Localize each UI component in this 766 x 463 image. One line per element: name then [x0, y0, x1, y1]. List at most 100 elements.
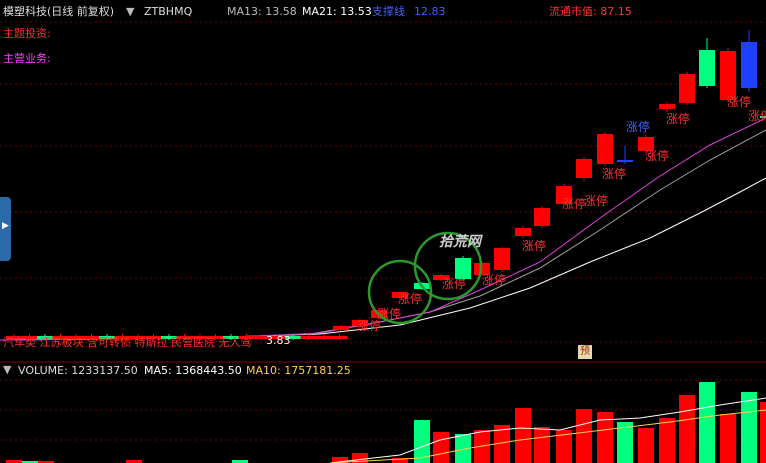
limit-up-label: 涨停	[727, 94, 751, 109]
candle-body	[68, 336, 84, 339]
candle-body	[21, 336, 38, 339]
candle-body	[130, 336, 146, 339]
volume-bar	[617, 422, 633, 463]
business-label: 主营业务:	[3, 52, 51, 65]
candle-body	[333, 326, 349, 330]
volume-bar	[597, 412, 613, 463]
candle-body	[699, 50, 715, 86]
volume-bar	[699, 382, 715, 463]
volume-bar	[22, 461, 38, 463]
volume-bar	[433, 432, 449, 463]
stock-title: 模塑科技(日线 前复权)	[3, 5, 115, 18]
volume-bar	[352, 453, 368, 463]
candle-body	[145, 336, 162, 339]
candle-body	[37, 336, 53, 339]
volume-title: VOLUME: 1233137.50	[18, 364, 138, 377]
volume-bar	[741, 392, 757, 463]
candle-body	[494, 248, 510, 270]
candle-body	[597, 134, 613, 164]
candle-body	[331, 336, 348, 339]
limit-up-label: 涨停	[562, 196, 586, 211]
support-value: 12.83	[414, 5, 446, 18]
volume-ma5: MA5: 1368443.50	[144, 364, 242, 377]
volume-ma10-line	[329, 409, 766, 463]
grid-lines	[0, 21, 766, 441]
volume-bar	[414, 420, 430, 463]
support-label: 支撑线	[372, 5, 405, 18]
candle-body	[720, 51, 736, 100]
candle-body	[576, 159, 592, 178]
candle-body	[679, 74, 695, 103]
forecast-badge[interactable]: 预	[578, 345, 592, 359]
candle-body	[161, 336, 177, 339]
candle-body	[176, 336, 193, 339]
candle-body	[617, 160, 633, 162]
volume-bar	[38, 461, 54, 463]
limit-up-labels: 涨停涨停涨停涨停涨停涨停涨停涨停涨停涨停涨停涨停涨停涨停	[357, 94, 766, 333]
candle-body	[192, 336, 208, 339]
chevron-down-icon[interactable]: ▼	[3, 363, 12, 376]
volume-bar	[515, 408, 531, 463]
candle-body	[534, 208, 550, 226]
candle-body	[114, 336, 131, 339]
volume-ma5-line	[329, 397, 766, 463]
volume-bars	[6, 382, 766, 463]
volume-bar	[534, 427, 550, 463]
limit-up-label: 涨停	[482, 272, 506, 287]
candle-body	[269, 336, 286, 339]
side-panel-toggle[interactable]: ▶	[0, 197, 11, 261]
limit-up-label: 涨停	[357, 318, 381, 333]
concept-tags: 汽车类 江苏板块 含可转债 特斯拉 民营医院 无人驾	[3, 336, 252, 349]
candle-body	[433, 275, 449, 280]
candle-body	[556, 186, 572, 204]
theme-label: 主题投资:	[3, 27, 51, 40]
volume-bar	[720, 414, 736, 463]
chevron-right-icon: ▶	[2, 221, 9, 231]
candle-body	[83, 336, 100, 339]
candle-body	[6, 336, 22, 339]
limit-up-label: 涨停	[377, 306, 401, 321]
ma21-value: MA21: 13.53	[302, 5, 372, 18]
volume-bar	[760, 402, 766, 463]
candle-body	[223, 336, 239, 339]
candle-body	[52, 336, 69, 339]
volume-bar	[392, 458, 408, 463]
limit-up-label: 涨停	[398, 291, 422, 306]
candle-body	[741, 42, 757, 88]
chevron-down-icon[interactable]: ▼	[126, 5, 135, 18]
limit-up-label: 涨停	[442, 276, 466, 291]
candle-body	[207, 336, 224, 339]
candle-body	[316, 336, 332, 339]
candles-group	[6, 30, 766, 340]
volume-bar	[638, 428, 654, 463]
candle-body	[392, 292, 408, 298]
candle-body	[455, 258, 471, 279]
limit-up-label: 涨停	[666, 111, 690, 126]
candle-body	[515, 228, 531, 236]
limit-up-label: 涨停	[584, 193, 608, 208]
highlight-circle-2	[413, 231, 483, 301]
candle-body	[99, 336, 115, 339]
volume-bar	[232, 460, 248, 463]
limit-up-label: 涨停	[626, 119, 650, 134]
volume-bar	[659, 418, 675, 463]
candle-body	[285, 336, 301, 339]
limit-up-label: 涨停	[522, 238, 546, 253]
volume-bar	[576, 409, 592, 463]
candle-body	[300, 336, 317, 339]
limit-up-label: 涨停	[645, 148, 669, 163]
watermark-text: 拾荒网	[439, 234, 481, 250]
candle-body	[760, 116, 766, 118]
limit-up-label: 涨停	[748, 108, 766, 123]
candle-body	[352, 320, 368, 326]
candle-body	[254, 336, 270, 339]
indicator-code[interactable]: ZTBHMQ	[144, 5, 193, 18]
float-market-value: 流通市值: 87.15	[549, 5, 632, 18]
ma13-value: MA13: 13.58	[227, 5, 297, 18]
limit-up-label: 涨停	[602, 166, 626, 181]
volume-bar	[126, 460, 142, 463]
candle-body	[638, 137, 654, 151]
volume-bar	[6, 460, 22, 463]
volume-bar	[679, 395, 695, 463]
